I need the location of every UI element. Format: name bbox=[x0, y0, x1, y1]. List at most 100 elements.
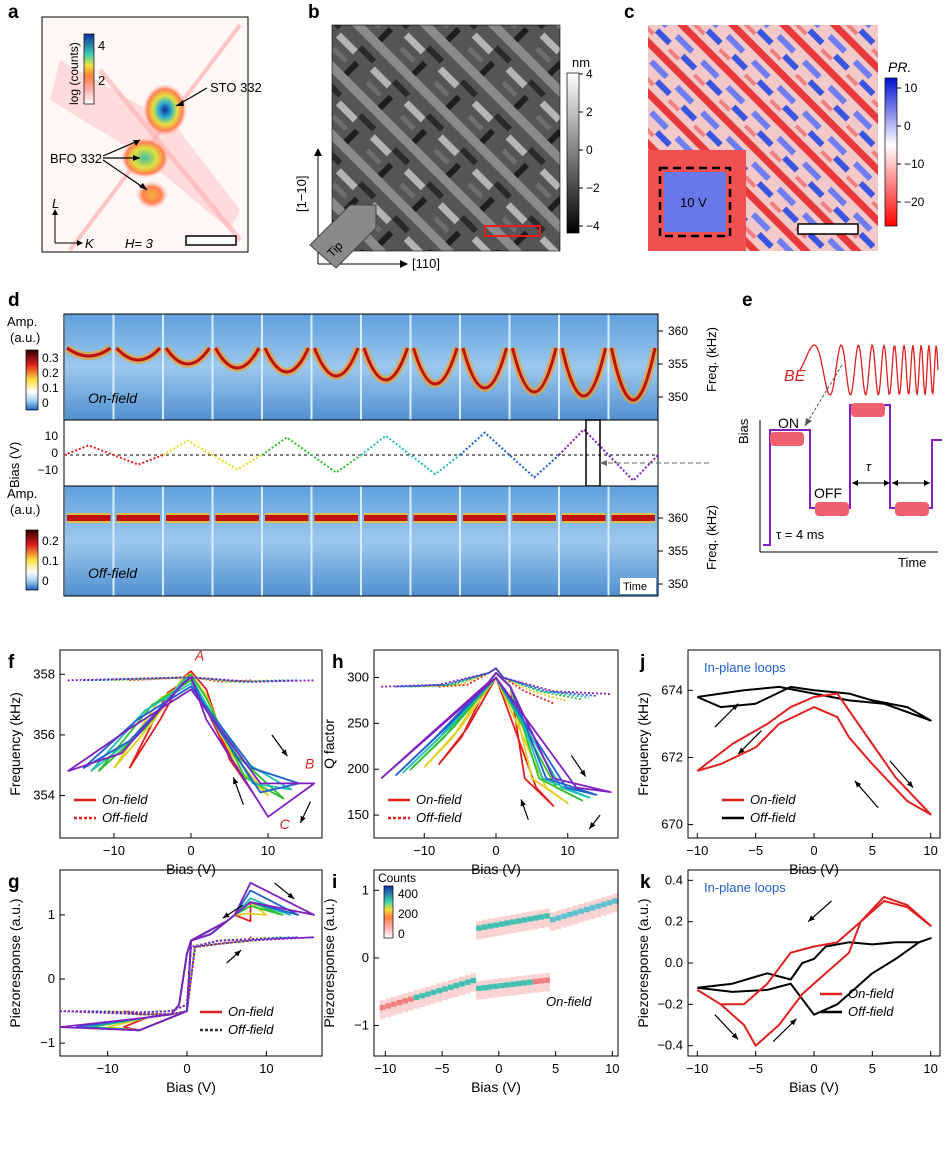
heatmap-cell bbox=[470, 977, 477, 984]
legend-label: On-field bbox=[416, 792, 462, 807]
off-field-colorbar bbox=[25, 529, 39, 591]
on-field-loop bbox=[696, 692, 932, 816]
x-tick-label: 5 bbox=[869, 1061, 876, 1076]
y-tick-label: 670 bbox=[661, 817, 683, 832]
off-field-resonance-traces bbox=[63, 486, 655, 596]
sto-label: STO 332 bbox=[210, 80, 262, 95]
x-tick-label: 10 bbox=[923, 1061, 937, 1076]
legend-label: Off-field bbox=[848, 1004, 894, 1019]
tau-arrowhead bbox=[892, 480, 898, 486]
panel-c-colorbar-ticks: 10 0 −10 −20 bbox=[897, 81, 925, 209]
y-tick-label: 356 bbox=[33, 727, 55, 742]
bfo-arrowhead bbox=[139, 183, 147, 190]
legend-label: Off-field bbox=[416, 810, 462, 825]
heatmap-cell bbox=[493, 922, 499, 928]
heatmap-cell bbox=[447, 984, 454, 990]
sweep-arrowhead bbox=[287, 892, 295, 899]
off-step-pulse bbox=[895, 502, 929, 516]
sto-arrowhead bbox=[176, 100, 184, 106]
heatmap-cell bbox=[476, 925, 482, 931]
heatmap-cell bbox=[385, 1003, 392, 1009]
bias-zoom-arrowhead bbox=[600, 460, 607, 466]
heatmap-cell bbox=[402, 998, 409, 1004]
heatmap-cell bbox=[544, 977, 550, 983]
annotation-b: B bbox=[305, 755, 314, 771]
panel-a-colorbar-tick: 2 bbox=[98, 73, 105, 88]
off-field-loop bbox=[697, 937, 932, 1016]
y-tick-label: 354 bbox=[33, 788, 55, 803]
bias-pulse-train bbox=[763, 404, 942, 546]
panel-b-colorbar bbox=[566, 72, 580, 234]
sweep-arrowhead bbox=[589, 822, 596, 829]
heatmap-cell bbox=[510, 981, 516, 987]
panel-b-colorbar-tick: −2 bbox=[586, 181, 600, 195]
x-tick-label: 5 bbox=[552, 1061, 559, 1076]
on-label: ON bbox=[778, 415, 799, 431]
off-field-loop bbox=[696, 685, 932, 722]
on-field-colorbar-tick: 0 bbox=[42, 396, 49, 410]
x-axis-label: Bias (V) bbox=[166, 1079, 216, 1095]
heatmap-cell bbox=[487, 984, 494, 990]
on-field-piezo-loop bbox=[59, 881, 316, 1032]
time-label: Time bbox=[623, 581, 647, 593]
legend-label: Off-field bbox=[228, 1022, 274, 1037]
heatmap-cell bbox=[459, 981, 465, 987]
legend-label: On-field bbox=[228, 1004, 274, 1019]
chart-k: −10 −5 0 5 10 −0.4 −0.2 0.0 0.2 0.4 Bias (V) Piezor… bbox=[635, 869, 941, 1095]
y-tick-label: 0.0 bbox=[665, 955, 683, 970]
axis-1-10-label: [1−10] bbox=[294, 175, 309, 212]
bias-cycle bbox=[261, 436, 362, 474]
sweep-arrowhead bbox=[579, 769, 586, 777]
heatmap-cell bbox=[481, 984, 488, 991]
on-field-loop bbox=[696, 895, 932, 1047]
y-tick-label: 250 bbox=[347, 715, 369, 730]
on-field-q-loop bbox=[380, 672, 612, 793]
counts-colorbar bbox=[383, 885, 394, 939]
panel-c-colorbar-tick: 10 bbox=[904, 81, 918, 95]
sweep-arrowhead bbox=[520, 799, 526, 807]
heatmap-cell bbox=[566, 911, 573, 918]
on-field-resonance-peak bbox=[313, 347, 360, 378]
bias-cycle bbox=[360, 434, 461, 476]
on-step-pulse bbox=[770, 432, 804, 446]
tau-arrowhead bbox=[852, 480, 858, 486]
x-tick-label: 0 bbox=[810, 1061, 817, 1076]
bfo-arrowhead bbox=[133, 155, 140, 161]
sweep-arrowhead bbox=[731, 703, 739, 711]
y-tick-label: 1 bbox=[48, 907, 55, 922]
heatmap-cell bbox=[430, 989, 437, 996]
x-tick-label: 10 bbox=[261, 843, 275, 858]
off-field-resonance-peak bbox=[314, 515, 358, 521]
off-step-pulse bbox=[815, 502, 849, 516]
off-field-frame bbox=[63, 485, 659, 597]
heatmap-cell bbox=[595, 903, 601, 909]
on-field-amp-label: Amp. (a.u.) bbox=[7, 314, 40, 345]
x-axis-label: Bias (V) bbox=[789, 1079, 839, 1095]
off-field-resonance-peak bbox=[512, 515, 556, 521]
y-axis-label: Piezoresponse (a.u.) bbox=[321, 898, 337, 1027]
plot-frame bbox=[687, 869, 941, 1057]
chart-title: In-plane loops bbox=[704, 880, 786, 895]
heatmap-cell bbox=[555, 915, 562, 921]
tau-label: τ bbox=[866, 459, 872, 474]
off-field-loop bbox=[83, 676, 299, 683]
legend-label: Off-field bbox=[102, 810, 148, 825]
heatmap-cell bbox=[464, 979, 471, 985]
off-field-colorbar-tick: 0 bbox=[42, 574, 49, 588]
panel-letter-b: b bbox=[308, 2, 320, 23]
x-tick-label: 10 bbox=[259, 1061, 273, 1076]
heatmap-cell bbox=[527, 916, 533, 922]
x-axis-label: Bias (V) bbox=[471, 861, 521, 877]
heatmap-cell bbox=[527, 979, 533, 985]
sweep-arrowhead bbox=[222, 912, 230, 919]
legend-label: On-field bbox=[750, 792, 796, 807]
axis-110-label: [110] bbox=[412, 256, 440, 271]
y-tick-label: −1 bbox=[354, 1018, 369, 1033]
heatmap-cell bbox=[425, 991, 431, 997]
bfo-label: BFO 332 bbox=[50, 151, 102, 166]
axis-1-10-arrowhead bbox=[314, 148, 322, 156]
heatmap-cell bbox=[589, 905, 596, 911]
poling-box bbox=[658, 166, 732, 238]
panel-b-scale-bar bbox=[484, 225, 541, 237]
